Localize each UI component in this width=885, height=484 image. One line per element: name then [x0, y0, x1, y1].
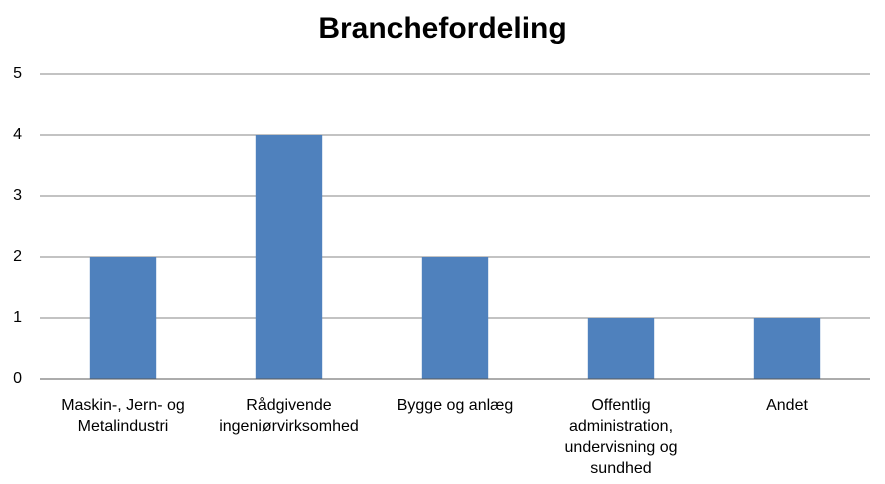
x-tick-label: Offentlig administration, undervisning o…: [564, 397, 678, 477]
x-tick-label: Maskin-, Jern- og Metalindustri: [61, 397, 185, 435]
x-tick-label: Rådgivende ingeniørvirksomhed: [219, 397, 359, 435]
bar: [89, 257, 157, 379]
x-tick-label: Andet: [766, 397, 808, 414]
y-tick-label: 1: [13, 309, 22, 326]
y-tick-label: 5: [13, 65, 22, 82]
y-tick-label: 2: [13, 248, 22, 265]
x-tick-label: Bygge og anlæg: [396, 397, 514, 414]
bar: [255, 135, 323, 379]
y-tick-label: 0: [13, 370, 22, 387]
bar: [753, 318, 821, 379]
y-tick-label: 4: [13, 126, 22, 143]
bar: [587, 318, 655, 379]
bar: [421, 257, 489, 379]
chart-title: Branchefordeling: [318, 12, 567, 45]
y-tick-label: 3: [13, 187, 22, 204]
